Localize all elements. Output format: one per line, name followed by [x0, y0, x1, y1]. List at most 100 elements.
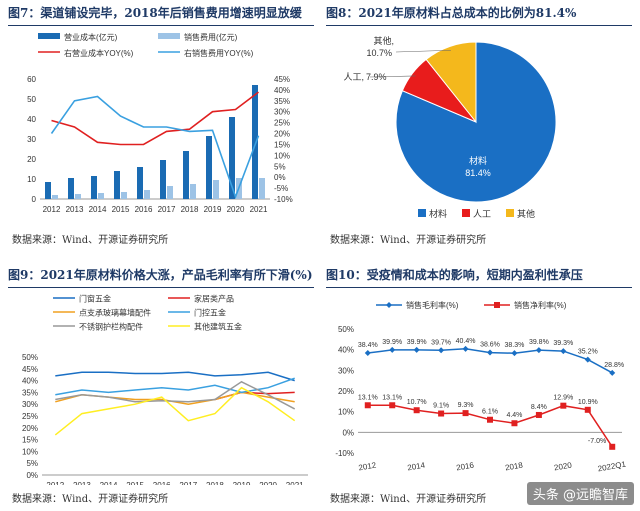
point-marker: [584, 356, 591, 363]
bar-sales-expense: [259, 178, 265, 199]
point-marker: [389, 346, 396, 353]
pie-label-value: 81.4%: [465, 168, 491, 178]
point-marker: [364, 349, 371, 356]
legend-label: 点支承玻璃幕墙配件: [79, 308, 151, 318]
point-marker: [389, 402, 396, 409]
x-tick: 2018: [504, 460, 524, 472]
legend-label: 人工: [473, 209, 491, 219]
pie-slice-其他: [425, 41, 477, 124]
x-tick: 2012: [358, 460, 378, 472]
y-right-tick: 20%: [274, 130, 290, 139]
data-label: -7.0%: [588, 438, 606, 445]
y-tick: 25%: [22, 412, 38, 421]
x-tick: 2015: [112, 205, 130, 214]
bar-cost: [206, 136, 212, 199]
y-tick: 35%: [22, 388, 38, 397]
data-label: 38.4%: [358, 342, 378, 349]
point-marker: [560, 348, 567, 355]
bar-cost: [91, 176, 97, 199]
y-left-tick: 20: [27, 155, 36, 164]
y-tick: 50%: [338, 325, 354, 334]
legend-label: 销售费用(亿元): [184, 32, 238, 42]
legend-label: 其他建筑五金: [194, 322, 242, 332]
x-tick: 2015: [126, 481, 144, 485]
y-left-tick: 10: [27, 175, 36, 184]
bar-cost: [183, 151, 189, 199]
point-marker: [487, 416, 493, 423]
figure-9-source: 数据来源：Wind、开源证券研究所: [12, 494, 169, 505]
legend-label: 右销售费用YOY(%): [184, 48, 254, 58]
y-right-tick: 40%: [274, 86, 290, 95]
x-tick: 2012: [43, 205, 61, 214]
data-label: 13.1%: [382, 394, 402, 401]
data-label: 13.1%: [358, 394, 378, 401]
y-tick: 10%: [22, 447, 38, 456]
figure-7-title: 图7：渠道铺设完毕，2018年后销售费用增速明显放缓: [8, 6, 302, 20]
figure-8-title: 图8：2021年原材料占总成本的比例为81.4%: [326, 6, 577, 20]
x-tick: 2021: [250, 205, 268, 214]
data-label: 39.9%: [407, 339, 427, 346]
data-label: 10.7%: [407, 399, 427, 406]
bar-cost: [160, 160, 166, 199]
point-marker: [609, 369, 616, 376]
y-right-tick: 25%: [274, 119, 290, 128]
point-marker: [560, 402, 567, 409]
y-tick: -10%: [335, 449, 354, 458]
y-tick: 0%: [342, 428, 354, 437]
y-right-tick: -5%: [274, 184, 288, 193]
y-tick: 50%: [22, 353, 38, 362]
legend-label: 材料: [429, 208, 447, 219]
series-line-5: [54, 386, 296, 436]
bar-sales-expense: [98, 193, 104, 199]
point-marker: [438, 410, 445, 417]
y-right-tick: 30%: [274, 108, 290, 117]
x-tick: 2022Q1: [597, 460, 627, 474]
x-tick: 2019: [204, 205, 222, 214]
pie-label-value: 10.7%: [366, 48, 392, 58]
legend-label: 营业成本(亿元): [64, 32, 118, 42]
y-tick: 40%: [338, 346, 354, 355]
y-tick: 40%: [22, 377, 38, 386]
bar-cost: [137, 167, 143, 199]
x-tick: 2020: [227, 205, 245, 214]
point-marker: [535, 347, 542, 354]
point-marker: [462, 345, 469, 352]
y-right-tick: 10%: [274, 151, 290, 160]
data-label: 40.4%: [456, 338, 476, 345]
point-marker: [413, 407, 420, 414]
bar-cost: [229, 117, 235, 199]
x-tick: 2021: [286, 481, 304, 485]
y-tick: 5%: [26, 459, 38, 468]
figure-10-panel: 图10：受疫情和成本的影响，短期内盈利性承压 销售毛利率(%) 销售净利率(%) -…: [326, 264, 632, 509]
legend-swatch: [158, 33, 180, 39]
data-label: 6.1%: [482, 409, 498, 416]
bar-sales-expense: [213, 180, 219, 199]
y-tick: 30%: [22, 400, 38, 409]
series-line-0: [55, 371, 295, 382]
legend-marker: [386, 302, 392, 308]
x-tick: 2014: [407, 460, 427, 472]
figure-8-panel: 图8：2021年原材料占总成本的比例为81.4% 材料 81.4% 人工, 7.9% 其…: [326, 2, 632, 252]
figure-10-chart: 销售毛利率(%) 销售净利率(%) -10% 0% 10% 20% 30% 40% 50% 201…: [335, 300, 627, 474]
legend-swatch: [38, 33, 60, 39]
x-tick: 2019: [233, 481, 251, 485]
series-line-3: [50, 95, 260, 200]
y-right-tick: 5%: [274, 162, 286, 171]
data-label: 39.3%: [553, 340, 573, 347]
legend-label: 门控五金: [194, 308, 226, 318]
y-left-tick: 60: [27, 75, 36, 84]
point-marker: [609, 443, 616, 450]
legend-label: 不锈钢护栏构配件: [79, 322, 143, 332]
x-tick: 2016: [135, 205, 153, 214]
bar-cost: [252, 85, 258, 199]
series-line-2: [55, 391, 295, 405]
y-left-tick: 30: [27, 135, 36, 144]
data-label: 9.3%: [458, 402, 474, 409]
data-label: 39.7%: [431, 339, 451, 346]
legend-label: 家居类产品: [194, 294, 234, 304]
bar-sales-expense: [190, 184, 196, 199]
legend-label: 销售毛利率(%): [406, 300, 459, 310]
x-tick: 2016: [153, 481, 171, 485]
bar-cost: [68, 178, 74, 199]
